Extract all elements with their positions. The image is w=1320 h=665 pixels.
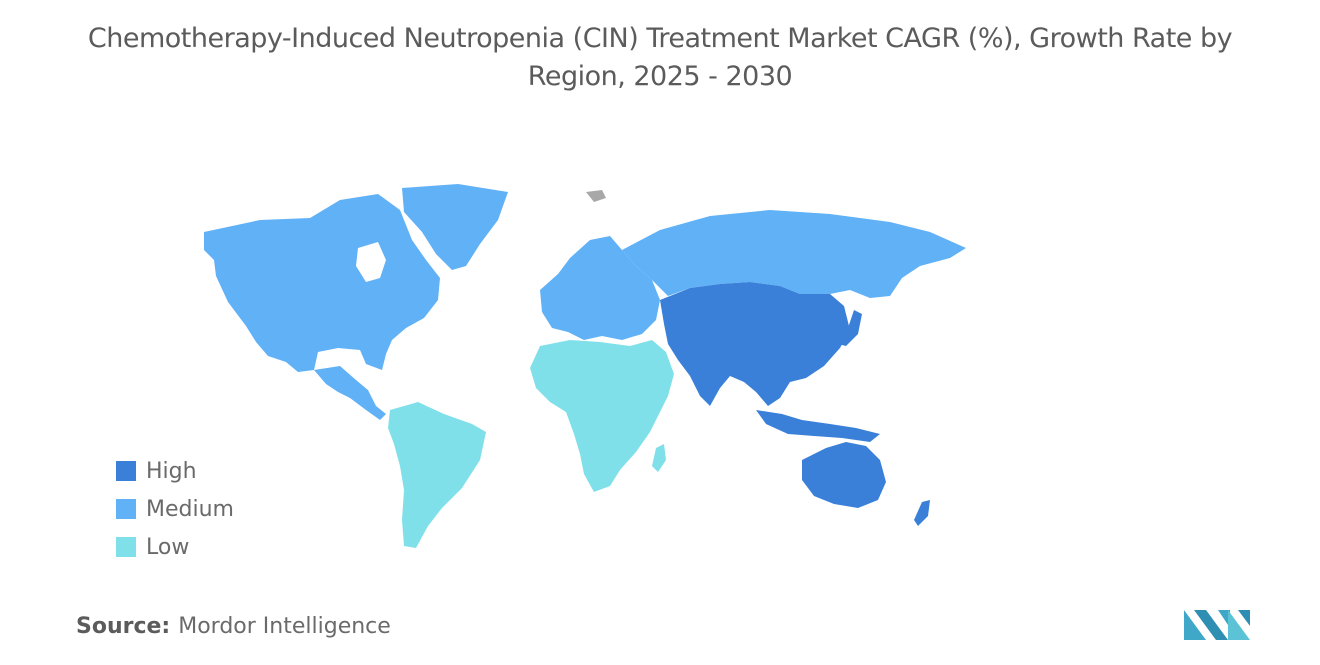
map-region-middle-east-africa xyxy=(530,340,674,492)
map-region-russia xyxy=(622,210,966,298)
map-region-southeast-asia-islands xyxy=(756,410,880,442)
legend-label-low: Low xyxy=(146,534,190,560)
source-note: Source: Mordor Intelligence xyxy=(76,614,391,639)
chart-title: Chemotherapy-Induced Neutropenia (CIN) T… xyxy=(0,20,1320,96)
legend-item-medium: Medium xyxy=(116,490,234,528)
legend-item-low: Low xyxy=(116,528,234,566)
legend-swatch-low xyxy=(116,537,136,557)
map-region-japan xyxy=(838,310,862,346)
source-label: Source: xyxy=(76,614,171,639)
map-region-greenland xyxy=(402,184,508,270)
map-region-australia xyxy=(802,442,886,508)
legend-swatch-medium xyxy=(116,499,136,519)
map-region-no-data xyxy=(586,190,606,202)
chart-title-line-2: Region, 2025 - 2030 xyxy=(527,61,793,92)
map-region-europe xyxy=(540,236,660,340)
world-map xyxy=(204,184,966,548)
source-text: Mordor Intelligence xyxy=(178,614,391,639)
map-feature-hudson-bay xyxy=(356,242,386,282)
legend-item-high: High xyxy=(116,452,234,490)
mordor-intelligence-logo xyxy=(1184,610,1250,640)
map-region-asia-pacific xyxy=(660,282,850,406)
map-region-central-america xyxy=(314,366,386,420)
legend-label-high: High xyxy=(146,458,197,484)
map-region-north-america xyxy=(204,194,440,372)
map-region-madagascar xyxy=(652,444,666,472)
map-region-new-zealand xyxy=(914,500,930,526)
legend: High Medium Low xyxy=(116,452,234,566)
map-region-south-america xyxy=(388,402,486,548)
chart-title-line-1: Chemotherapy-Induced Neutropenia (CIN) T… xyxy=(87,23,1233,54)
legend-swatch-high xyxy=(116,461,136,481)
legend-label-medium: Medium xyxy=(146,496,234,522)
